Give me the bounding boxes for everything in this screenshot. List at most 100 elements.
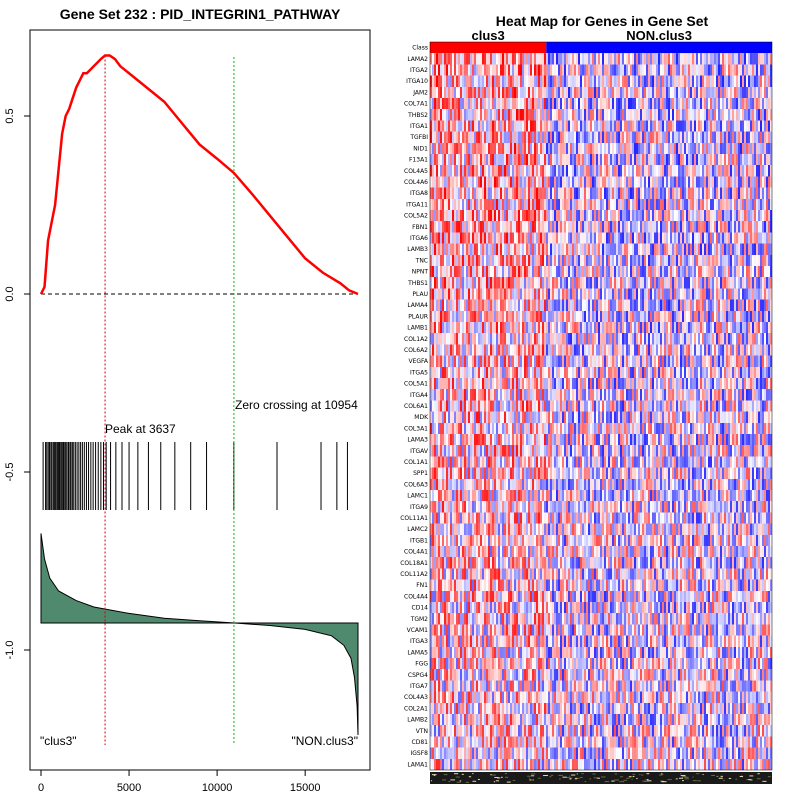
gene-label: COL4A1 — [404, 549, 428, 556]
footer-strip-mark — [619, 776, 624, 778]
footer-strip-mark — [453, 773, 459, 775]
gene-label: LAMA5 — [407, 649, 428, 656]
class-name-label: clus3 — [472, 28, 505, 43]
footer-strip-mark — [748, 779, 751, 781]
x-tick-label: 10000 — [202, 782, 233, 794]
footer-strip-mark — [472, 780, 477, 782]
footer-strip-mark — [494, 776, 499, 778]
footer-strip-mark — [681, 776, 684, 778]
running-es-curve — [39, 54, 359, 296]
footer-strip-mark — [527, 775, 531, 777]
footer-strip-mark — [626, 777, 630, 779]
footer-strip-mark — [500, 776, 503, 778]
gene-label: NID1 — [413, 145, 428, 152]
footer-strip-mark — [751, 779, 753, 781]
footer-strip-mark — [646, 779, 649, 781]
class-bar-segment — [430, 42, 547, 54]
gene-label: LAMC1 — [407, 493, 428, 500]
footer-strip-mark — [702, 773, 704, 775]
gene-label: COL11A1 — [400, 515, 428, 522]
footer-strip-mark — [720, 775, 723, 777]
gene-label: ITGA1 — [410, 123, 428, 130]
footer-strip-mark — [696, 773, 700, 775]
gene-label: COL4A5 — [404, 168, 428, 175]
footer-strip-mark — [667, 779, 672, 781]
gene-label: TGM2 — [410, 616, 428, 623]
gene-label: VTN — [416, 728, 428, 735]
footer-strip-mark — [512, 779, 516, 781]
x-tick-label: 0 — [38, 782, 44, 794]
gene-label: COL6A3 — [404, 481, 428, 488]
gene-label: ITGA8 — [410, 190, 428, 197]
gene-label: COL4A3 — [404, 694, 428, 701]
footer-strip-mark — [448, 780, 451, 782]
footer-strip-mark — [660, 780, 664, 782]
footer-strip-mark — [530, 773, 536, 775]
gene-label: THBS1 — [407, 280, 428, 287]
footer-strip-mark — [749, 779, 753, 781]
footer-strip-mark — [739, 776, 744, 778]
footer-strip-mark — [592, 773, 596, 775]
gene-label: ITGA11 — [406, 201, 428, 208]
footer-strip-mark — [661, 781, 667, 783]
footer-strip-mark — [455, 776, 460, 778]
x-axis: 0 5000 10000 15000 — [38, 770, 320, 794]
footer-strip-mark — [593, 777, 598, 779]
footer-strip-mark — [506, 781, 511, 783]
footer-strip-mark — [584, 781, 587, 783]
y-axis: 0.5 0.0 -0.5 -1.0 — [4, 108, 30, 659]
left-class-label: "clus3" — [40, 734, 77, 748]
gene-label: PLAU — [412, 291, 428, 298]
gene-label: COL11A2 — [400, 571, 428, 578]
gene-label: CD14 — [412, 605, 429, 612]
gene-label: LAMB3 — [407, 246, 428, 253]
footer-strip-mark — [711, 774, 715, 776]
footer-strip-mark — [574, 777, 580, 779]
footer-strip-mark — [684, 776, 689, 778]
gene-label: COL7A1 — [404, 101, 428, 108]
footer-strip-mark — [642, 780, 647, 782]
ranked-metric-area — [40, 533, 359, 736]
gene-label: ITGA3 — [410, 638, 428, 645]
gene-label: ITGA5 — [410, 369, 428, 376]
footer-strip-mark — [574, 778, 578, 780]
gene-label: ITGAV — [410, 448, 429, 455]
right-class-label: "NON.clus3" — [291, 734, 358, 748]
class-labels: clus3 NON.clus3 — [472, 28, 693, 43]
footer-strip-mark — [628, 776, 632, 778]
gene-label: CD81 — [412, 739, 429, 746]
footer-strip-mark — [692, 776, 694, 778]
footer-strip-mark — [465, 781, 470, 783]
gene-labels: Class LAMA2 ITGA2 ITGA10 JAM2 COL7A1 THBS2 ITGA… — [400, 45, 429, 769]
gene-label: COL5A2 — [404, 213, 428, 220]
footer-strip-mark — [565, 776, 570, 778]
gene-hit-ticks — [42, 442, 348, 510]
y-tick-label: -1.0 — [4, 641, 16, 660]
footer-strip-mark — [558, 774, 563, 776]
gene-label: ITGA9 — [410, 504, 428, 511]
footer-strip-mark — [659, 774, 663, 776]
footer-strip-mark — [461, 773, 464, 775]
footer-strip-mark — [697, 780, 701, 782]
gene-label: ITGA10 — [406, 78, 428, 85]
footer-strip-mark — [477, 778, 480, 780]
footer-strip-mark — [692, 780, 697, 782]
gene-label: COL6A2 — [404, 347, 428, 354]
gene-label: SPP1 — [413, 470, 428, 477]
footer-strip-mark — [443, 774, 448, 776]
gene-label: FN1 — [416, 582, 428, 589]
enrichment-plot-title: Gene Set 232 : PID_INTEGRIN1_PATHWAY — [60, 6, 341, 22]
footer-strip-mark — [684, 778, 690, 780]
footer-strip-mark — [491, 774, 496, 776]
gene-label: COL1A1 — [404, 459, 428, 466]
gene-label: NPNT — [412, 269, 429, 276]
gene-label: LAMA1 — [407, 761, 428, 768]
footer-strip-mark — [450, 779, 456, 781]
class-row-label: Class — [412, 45, 428, 52]
y-tick-label: -0.5 — [4, 463, 16, 482]
footer-strip-mark — [675, 778, 678, 780]
gene-label: PLAUR — [408, 313, 428, 320]
footer-strip-mark — [735, 778, 738, 780]
footer-strip-mark — [757, 773, 760, 775]
footer-strip-bg — [430, 772, 772, 784]
